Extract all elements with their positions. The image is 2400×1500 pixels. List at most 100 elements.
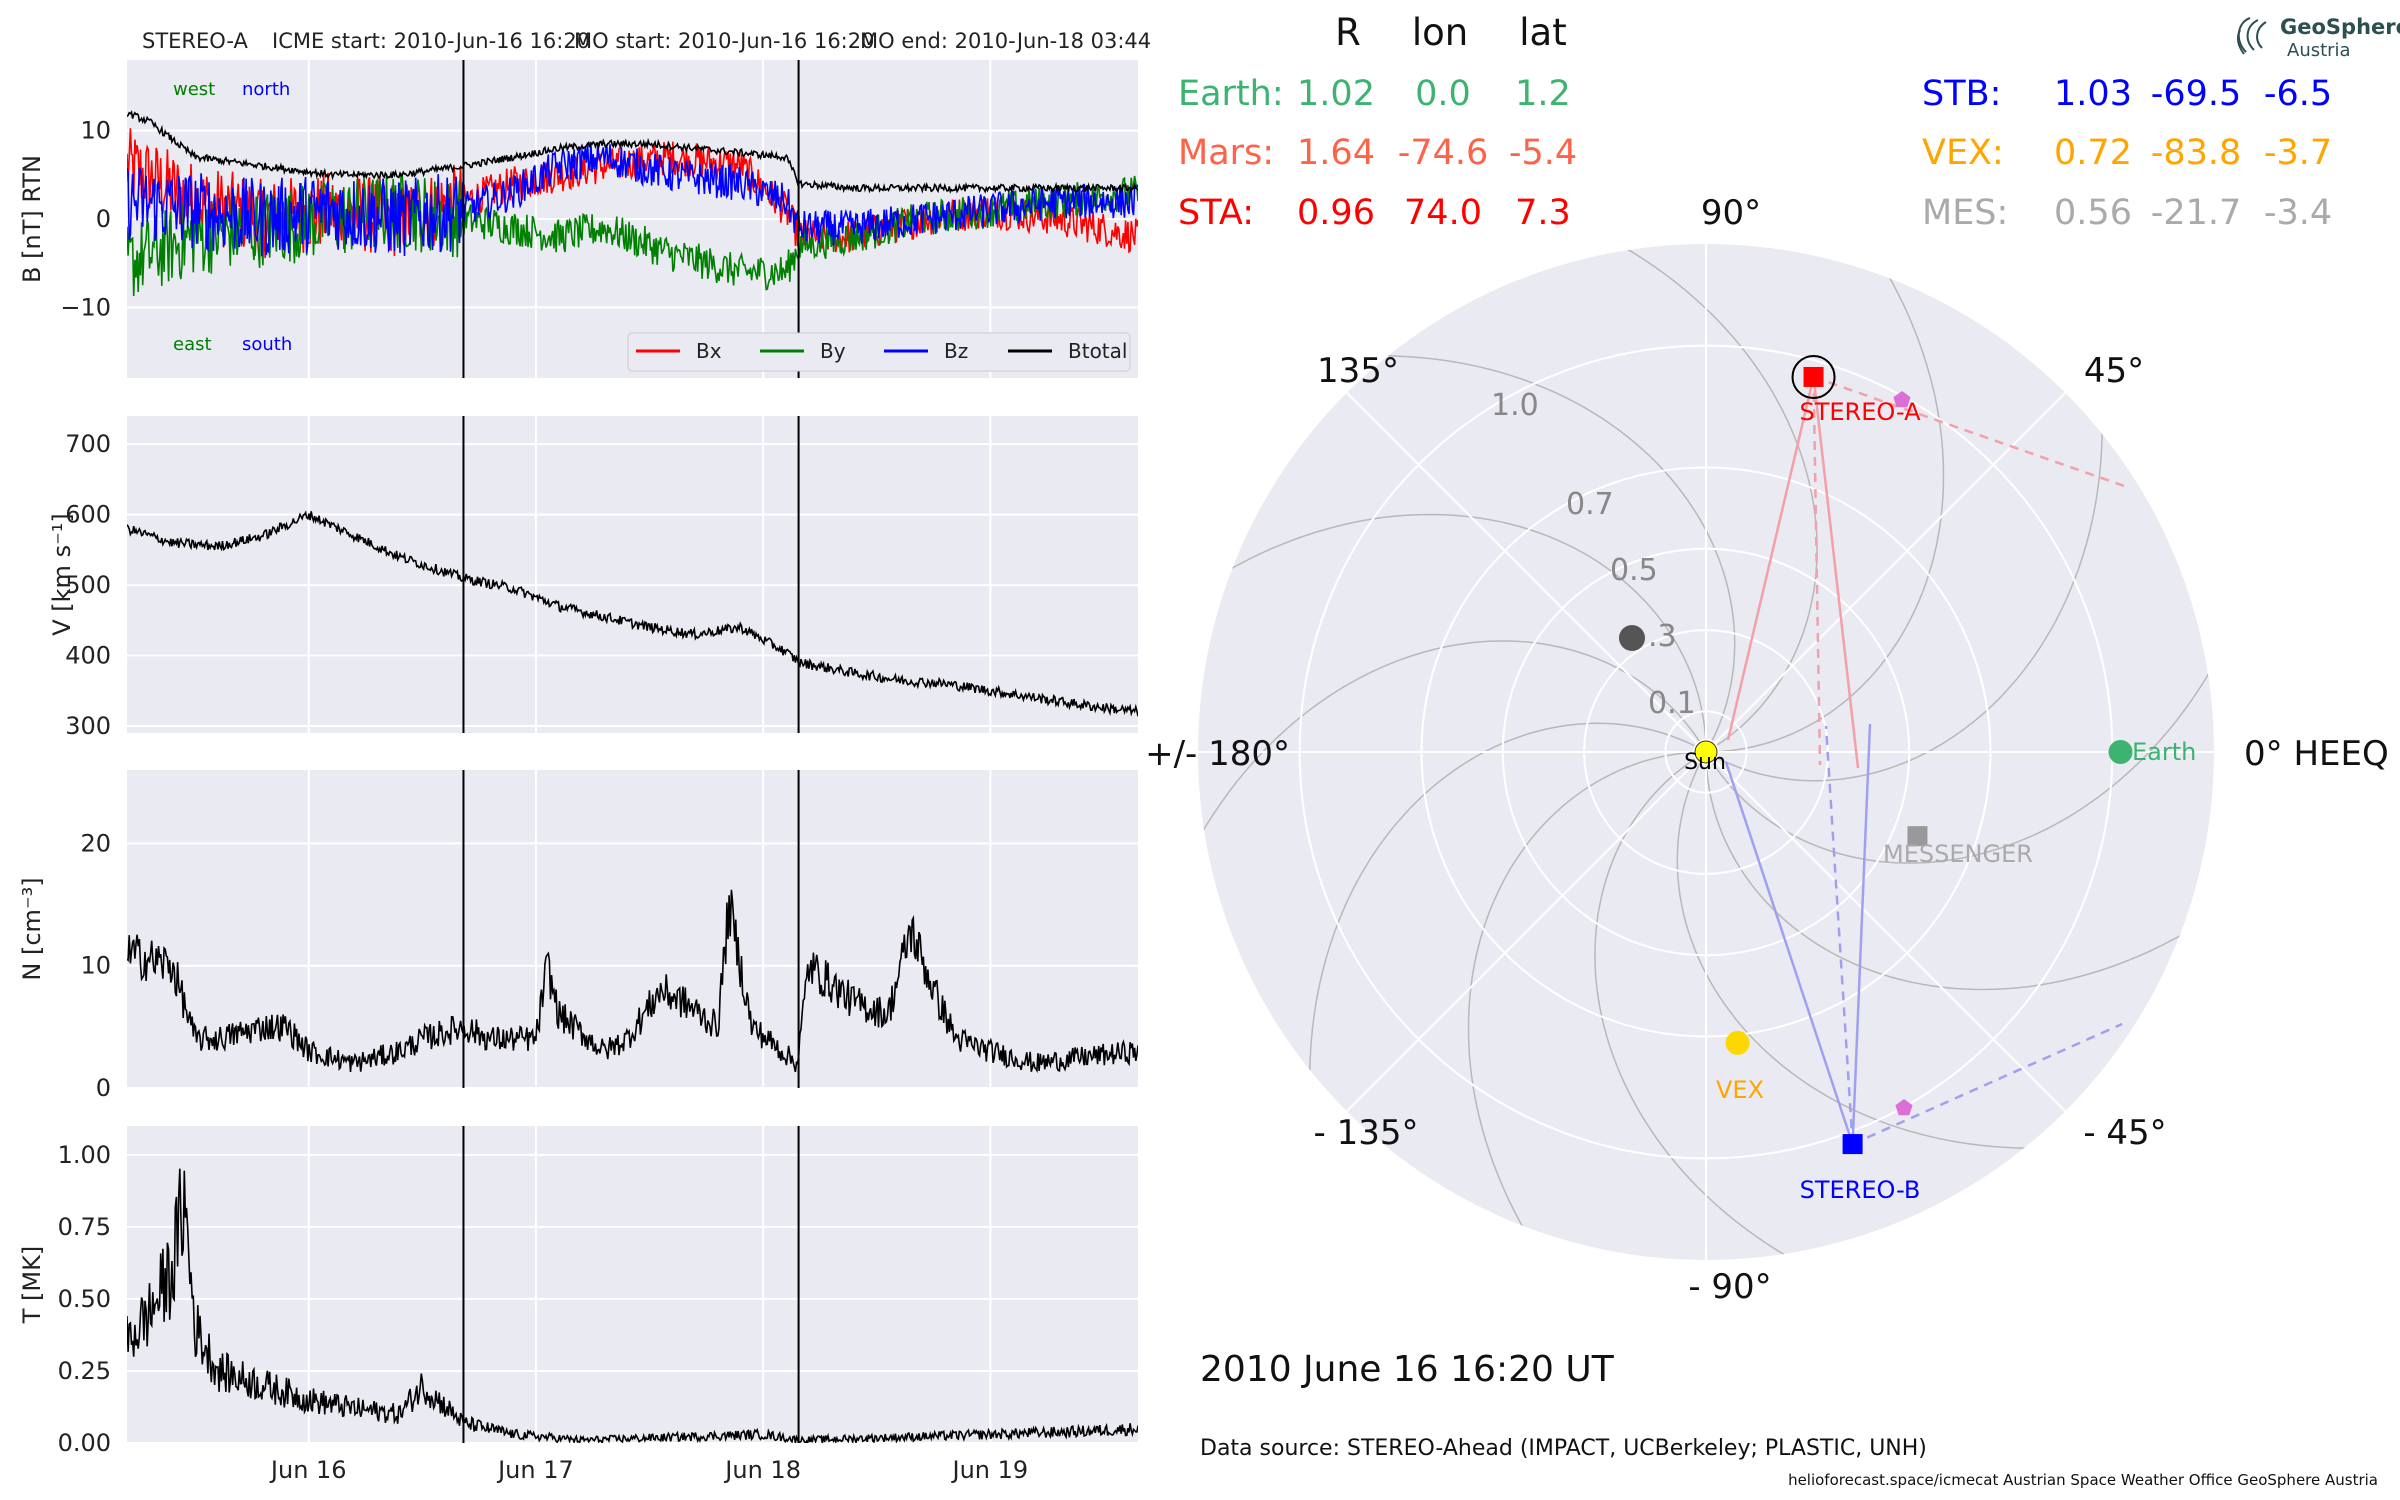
angle-gridline <box>1705 392 2066 753</box>
sun-marker <box>1694 740 1718 764</box>
radius-label: 0.5 <box>1610 553 1658 588</box>
angle-gridline <box>1346 392 1707 753</box>
earth-marker <box>2108 740 2133 764</box>
sta-dashed-line <box>1813 375 2131 490</box>
stereo-b-marker <box>1842 1134 1863 1155</box>
radius-label: 1.0 <box>1491 388 1539 423</box>
stb-connection-line <box>1724 761 1854 1145</box>
direction-label-east: east <box>173 334 212 355</box>
vex-marker <box>1725 1030 1750 1055</box>
messenger-marker <box>1907 826 1928 847</box>
series-line-Btotal <box>127 110 1138 194</box>
x-tick-label: Jun 18 <box>723 1456 801 1484</box>
x-tick-label: Jun 16 <box>269 1456 347 1484</box>
earth-label: Earth <box>2132 738 2196 766</box>
stb-footpoint-marker <box>1895 1099 1913 1116</box>
y-axis-label: B [nT] RTN <box>18 155 46 283</box>
logo-sub: Austria <box>2287 40 2351 61</box>
direction-label-north: north <box>242 79 290 100</box>
header-mo-start: MO start: 2010-Jun-16 16:20 <box>574 29 874 53</box>
series-line-data <box>127 889 1138 1074</box>
data-source: Data source: STEREO-Ahead (IMPACT, UCBer… <box>1200 1436 1927 1461</box>
table-row-lat: 7.3 <box>1515 193 1571 233</box>
panel-0: −10 0 10 B [nT] RTN west north east south Bx By Bz… <box>18 60 1138 378</box>
y-tick-label: 300 <box>65 712 111 740</box>
angle-gridline <box>1705 751 2066 1112</box>
panel-background <box>127 416 1138 733</box>
y-tick-label: 20 <box>80 829 111 857</box>
y-tick-label: 0 <box>96 1074 111 1102</box>
legend-label-Btotal: Btotal <box>1068 339 1127 363</box>
legend-label-By: By <box>820 339 846 363</box>
y-tick-label: 0.50 <box>58 1285 111 1313</box>
stb-connection-line <box>1851 723 1872 1145</box>
legend-box <box>627 332 1131 372</box>
table-col-lon: lon <box>1412 11 1468 54</box>
table-row-r: 0.56 <box>2054 193 2132 233</box>
planet-marker-grey <box>1619 625 1645 651</box>
table-row-lon: -69.5 <box>2151 74 2242 114</box>
y-tick-label: 500 <box>65 571 111 599</box>
sta-footpoint-marker <box>1893 391 1911 408</box>
angle-label: 90° <box>1701 193 1761 233</box>
radius-label: 0.7 <box>1566 487 1614 522</box>
time-label: 2010 June 16 16:20 UT <box>1200 1349 1615 1390</box>
y-tick-label: 10 <box>80 952 111 980</box>
logo-name: GeoSphere <box>2280 15 2400 39</box>
panel-background <box>127 1126 1138 1443</box>
table-row-r: 1.64 <box>1297 133 1375 173</box>
table-row-name: STA: <box>1178 193 1254 233</box>
legend: Bx By Bz Btotal <box>627 332 1131 372</box>
sta-connection-line <box>1726 376 1815 741</box>
y-axis-label: V [km s⁻¹] <box>48 513 76 635</box>
table-row-r: 0.96 <box>1297 193 1375 233</box>
header-spacecraft: STEREO-A <box>142 29 249 53</box>
y-tick-label: 400 <box>65 642 111 670</box>
angle-label: +/- 180° <box>1145 734 1290 774</box>
heliospheric-polar-plot: 0.1 .3 0.5 0.7 1.0 90° 45° 0° HEEQ - 45° - 90° - 1… <box>1145 193 2389 1307</box>
geosphere-logo: GeoSphere Austria <box>2236 15 2400 61</box>
table-row-name: STB: <box>1922 74 2001 114</box>
sta-connection-line <box>1812 376 1860 769</box>
series-line-data <box>127 1168 1138 1443</box>
table-row-r: 0.72 <box>2054 133 2132 173</box>
table-col-r: R <box>1335 11 1361 54</box>
table-row-lon: -21.7 <box>2151 193 2242 233</box>
table-row-lat: -5.4 <box>1509 133 1577 173</box>
angle-gridline <box>1346 751 1707 1112</box>
table-row-name: MES: <box>1922 193 2008 233</box>
panel-1: 300 400 500 600 700 V [km s⁻¹] <box>48 416 1138 740</box>
panel-2: 0 10 20 N [cm⁻³] <box>18 770 1138 1102</box>
vex-label: VEX <box>1716 1076 1764 1104</box>
y-tick-label: 10 <box>80 117 111 145</box>
table-row-name: VEX: <box>1922 133 2004 173</box>
radius-label: 0.1 <box>1648 686 1696 721</box>
sun-label: Sun <box>1684 750 1726 775</box>
sta-dashed-line <box>1812 376 1822 766</box>
angle-label: - 90° <box>1688 1267 1771 1307</box>
y-tick-label: 700 <box>65 430 111 458</box>
y-tick-label: 0.00 <box>58 1429 111 1457</box>
table-row-lon: -83.8 <box>2151 133 2242 173</box>
angle-label: - 45° <box>2083 1113 2166 1153</box>
position-table: R lon lat Earth: 1.02 0.0 1.2 Mars: 1.64 -74.6… <box>1178 11 2332 233</box>
legend-label-Bz: Bz <box>944 339 968 363</box>
direction-label-west: west <box>173 79 215 100</box>
stb-dashed-line <box>1852 1022 2123 1146</box>
panel-3: 0.00 0.25 0.50 0.75 1.00 T [MK] Jun 16 Jun 17 Ju… <box>18 1126 1138 1484</box>
table-col-lat: lat <box>1519 11 1566 54</box>
header-icme-start: ICME start: 2010-Jun-16 16:20 <box>272 29 590 53</box>
table-row-name: Earth: <box>1178 74 1284 114</box>
table-row-lat: -3.4 <box>2264 193 2332 233</box>
table-row-r: 1.03 <box>2054 74 2132 114</box>
y-tick-label: 1.00 <box>58 1141 111 1169</box>
stereo-a-label: STEREO-A <box>1799 398 1921 426</box>
series-line-Bz <box>127 143 1138 257</box>
x-tick-label: Jun 17 <box>496 1456 574 1484</box>
angle-label: 0° HEEQ <box>2244 734 2389 774</box>
table-row-lat: -6.5 <box>2264 74 2332 114</box>
table-row-r: 1.02 <box>1297 74 1375 114</box>
y-tick-label: 0 <box>96 205 111 233</box>
table-row-lon: 0.0 <box>1415 74 1471 114</box>
